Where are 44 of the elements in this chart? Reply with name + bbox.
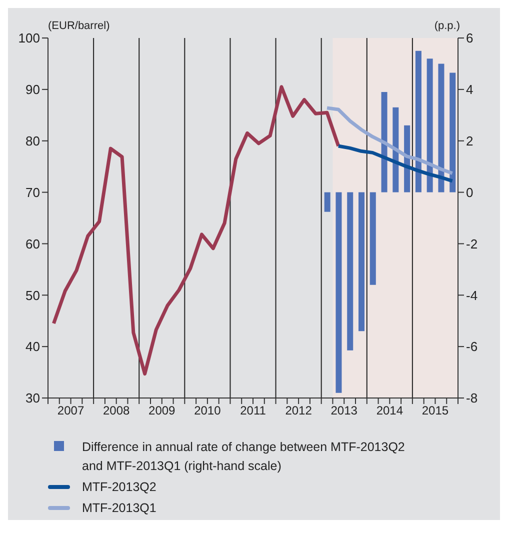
bar: [450, 72, 456, 192]
y-axis-title: (EUR/barrel): [48, 20, 110, 32]
legend-label: MTF-2013Q1: [82, 500, 158, 517]
bar: [381, 92, 388, 192]
bar: [426, 58, 433, 192]
bar: [370, 192, 376, 285]
bar: [347, 192, 354, 350]
y-tick-label: 40: [26, 339, 40, 354]
x-tick-label: 2014: [376, 404, 404, 418]
legend-label: Difference in annual rate of change between MTF-2013Q2 and MTF-2013Q1 (right-hand scale): [82, 439, 406, 475]
x-tick-label: 2010: [194, 404, 222, 418]
bar: [324, 192, 330, 212]
x-tick-label: 2012: [285, 404, 312, 418]
x-tick-label: 2011: [240, 404, 266, 418]
y2-axis-title: (p.p.): [434, 20, 460, 32]
y-tick-label: 60: [26, 236, 40, 252]
x-tick-label: 2008: [102, 404, 130, 418]
line-series: [52, 85, 340, 376]
bar: [336, 192, 342, 393]
bar: [358, 192, 364, 332]
y-tick-label: 50: [26, 288, 40, 303]
legend-label: MTF-2013Q2: [82, 479, 158, 496]
x-tick-label: 2015: [422, 404, 449, 418]
x-tick-label: 2009: [148, 404, 176, 418]
y-tick-label: 30: [26, 390, 40, 406]
y2-tick-label: -2: [466, 236, 478, 252]
line-series: [325, 106, 454, 176]
y-tick-label: 70: [26, 184, 40, 200]
y2-tick-label: 0: [466, 184, 474, 200]
bar: [392, 107, 399, 192]
y2-tick-label: -4: [466, 288, 478, 303]
y2-tick-label: 2: [466, 133, 474, 148]
y-tick-label: 100: [18, 30, 40, 46]
y-tick-label: 90: [26, 82, 40, 98]
x-tick-label: 2007: [57, 404, 84, 418]
x-tick-label: 2013: [330, 404, 358, 418]
bar: [438, 64, 444, 192]
y-tick-label: 80: [26, 133, 40, 148]
line-series: [336, 144, 454, 183]
y2-tick-label: -8: [466, 390, 478, 406]
bar: [415, 50, 422, 192]
y2-tick-label: 6: [466, 30, 474, 46]
y2-tick-label: -6: [466, 339, 478, 354]
y2-tick-label: 4: [466, 82, 474, 98]
